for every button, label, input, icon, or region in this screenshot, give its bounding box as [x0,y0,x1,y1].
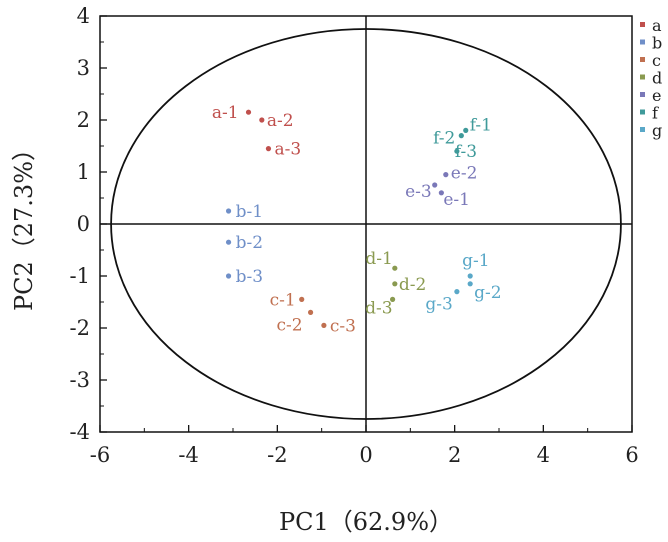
x-tick-label: -6 [90,443,110,467]
scatter-point [463,127,469,133]
scatter-point [225,273,232,279]
legend-marker [640,127,645,132]
point-label: f-3 [455,142,477,162]
legend-marker [640,57,645,62]
legend-marker [640,74,645,80]
legend-label: f [652,104,659,123]
legend-marker [640,22,645,27]
point-label: d-2 [399,275,426,295]
x-tick-label: -4 [178,443,198,467]
point-labels: a-1 a-2 a-3 b-1 b-2 b-3 c-1 c-2 c-3 d-1 d-2 d-3 e-1 e… [212,103,502,336]
point-label: c-1 [270,290,296,310]
legend-label: a [652,16,662,35]
legend-marker [640,109,645,115]
y-tick-label: -2 [70,316,90,340]
x-axis-title: PC1（62.9%） [279,508,453,536]
point-label: b-2 [236,233,263,253]
point-label: g-3 [425,295,452,315]
legend-label: g [652,121,662,140]
point-label: b-1 [236,202,263,222]
scatter-point [225,239,232,245]
point-label: e-3 [405,182,432,202]
point-label: a-2 [267,111,294,131]
scatter-point [321,322,327,328]
point-label: g-1 [462,251,489,271]
scatter-point [467,273,473,279]
y-tick-label: 1 [77,160,90,184]
point-label: a-3 [274,140,301,160]
y-tick-label: 0 [77,212,90,236]
x-tick-label: 0 [359,443,372,467]
legend-label: c [652,51,661,70]
plot-area [99,15,633,433]
y-tick-label: 2 [77,108,90,132]
point-label: c-3 [330,316,356,336]
y-tick-label: -4 [70,420,90,444]
x-tick-label: 4 [537,443,550,467]
point-label: g-2 [474,283,501,303]
legend-marker [640,92,645,97]
point-label: f-2 [433,129,455,149]
x-tick-label: -2 [267,443,287,467]
axes: PC1（62.9%） PC2（27.3%） -6 -4 -2 0 2 4 643210-1-… [10,4,639,536]
point-label: a-1 [212,103,239,123]
scatter-point [467,281,473,287]
scatter-point [432,182,438,188]
scatter-point [392,265,398,271]
point-label: f-1 [470,115,492,135]
point-label: e-2 [451,164,478,184]
scatter-point [307,309,314,315]
scatter-point [392,281,398,287]
confidence-ellipse [110,28,622,420]
y-tick-label: -1 [70,264,90,288]
scatter-point [458,133,464,139]
y-tick-label: -3 [70,368,90,392]
scatter-point [443,172,449,178]
y-axis-title: PC2（27.3%） [10,137,38,311]
legend-marker [640,39,645,45]
scatter-point [299,296,305,302]
x-tick-label: 6 [625,443,638,467]
scatter-point [225,208,232,214]
scatter-point [259,117,265,123]
scatter-point [454,148,460,154]
legend-label: b [652,34,662,53]
point-label: c-2 [276,315,302,335]
scatter-point [454,289,460,295]
scatter-point [245,109,252,115]
y-tick-label: 4 [77,4,90,28]
legend-label: e [652,86,661,105]
legend-label: d [652,69,662,88]
point-label: d-1 [365,249,392,269]
scatter-point [438,190,444,196]
point-label: d-3 [365,298,392,318]
scatter-point [390,296,396,302]
point-label: e-1 [443,190,470,210]
y-tick-label: 3 [77,56,90,80]
point-label: b-3 [236,267,263,287]
scatter-point [265,146,272,152]
x-tick-label: 2 [448,443,461,467]
